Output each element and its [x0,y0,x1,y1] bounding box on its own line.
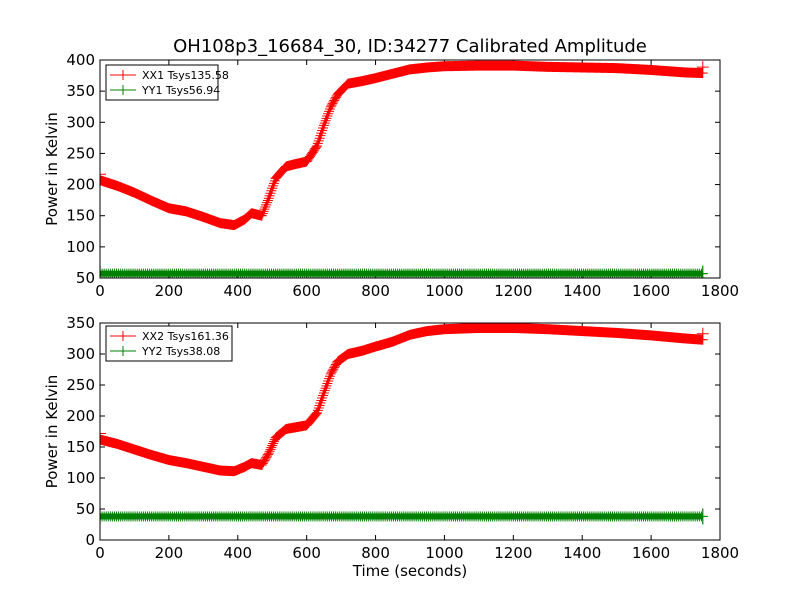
plot-frame [99,59,721,279]
y-tick-label: 300 [66,113,95,131]
legend: XX2 Tsys161.36 YY2 Tsys38.08 [105,325,233,362]
x-axis-label: Time (seconds) [352,562,468,580]
x-tick-label: 1800 [701,544,739,562]
y-tick-label: 200 [66,407,95,425]
series-1 [100,323,709,477]
legend-frame [105,64,219,101]
series-2 [100,265,708,278]
chart-title: OH108p3_16684_30, ID:34277 Calibrated Am… [173,36,647,57]
plot-panel-1: 0 200 400 600 800 1000 1200 1400 1600 1800 50 100 15… [43,51,739,300]
x-tick-label: 1000 [425,544,463,562]
legend-entry: XX2 Tsys161.36 [110,330,229,343]
plot-frame [99,322,721,541]
x-tick-label: 1600 [632,544,670,562]
legend-label: YY2 Tsys38.08 [141,345,220,358]
y-tick-label: 100 [66,238,95,256]
y-axis-label: Power in Kelvin [43,375,61,489]
x-tick-label: 800 [361,282,390,300]
legend-entry: YY1 Tsys56.94 [110,84,220,97]
y-tick-label: 250 [66,376,95,394]
x-tick-label: 1400 [563,282,601,300]
x-tick-label: 1400 [563,544,601,562]
x-tick-label: 200 [155,282,184,300]
series-markers [100,60,708,231]
x-tick-label: 400 [223,282,252,300]
series-2 [100,508,708,525]
y-tick-label: 50 [76,500,95,518]
legend-label: YY1 Tsys56.94 [141,84,220,97]
x-tick-label: 1600 [632,282,670,300]
x-tick-label: 200 [155,544,184,562]
y-tick-label: 350 [66,314,95,332]
y-tick-label: 0 [85,531,95,549]
x-tick-label: 600 [292,282,321,300]
x-tick-label: 800 [361,544,390,562]
end-marker [100,168,106,181]
x-tick-label: 1800 [701,282,739,300]
series-1 [100,60,709,231]
x-tick-label: 1000 [425,282,463,300]
end-marker [696,327,709,340]
x-tick-label: 400 [223,544,252,562]
legend: XX1 Tsys135.58 YY1 Tsys56.94 [105,64,229,101]
plot-panel-2: 0 200 400 600 800 1000 1200 1400 1600 1800 0 50 100 1… [43,314,739,562]
y-tick-label: 100 [66,469,95,487]
y-tick-label: 150 [66,438,95,456]
x-tick-label: 0 [95,282,105,300]
x-tick-label: 1200 [494,282,532,300]
y-tick-label: 300 [66,345,95,363]
legend-label: XX2 Tsys161.36 [142,330,229,343]
legend-entry: YY2 Tsys38.08 [110,345,220,358]
series-group [100,323,709,525]
series-group [100,60,709,278]
legend-entry: XX1 Tsys135.58 [110,69,229,82]
legend-label: XX1 Tsys135.58 [142,69,229,82]
y-tick-label: 350 [66,82,95,100]
end-marker [100,427,106,440]
y-tick-label: 400 [66,51,95,69]
y-tick-label: 250 [66,144,95,162]
y-axis-label: Power in Kelvin [43,112,61,226]
x-tick-label: 600 [292,544,321,562]
end-marker [696,61,709,74]
y-tick-label: 200 [66,176,95,194]
legend-frame [105,325,233,362]
series-markers [100,323,708,477]
y-tick-label: 50 [76,269,95,287]
y-tick-label: 150 [66,207,95,225]
x-tick-label: 0 [95,544,105,562]
plot-panels: 0 200 400 600 800 1000 1200 1400 1600 18005010015… [43,51,739,562]
x-tick-label: 1200 [494,544,532,562]
